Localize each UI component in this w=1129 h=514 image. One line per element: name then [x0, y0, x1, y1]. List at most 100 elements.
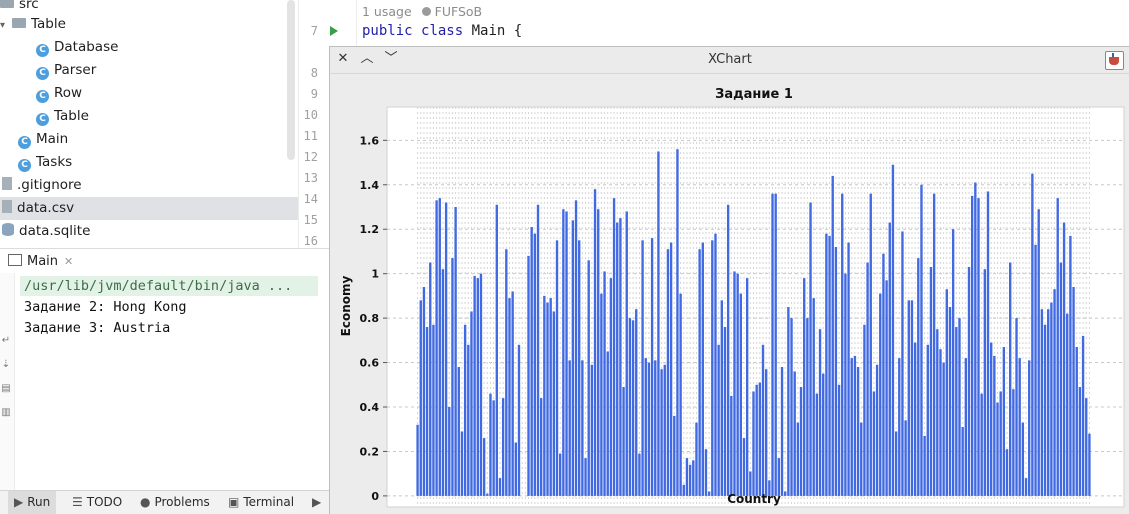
minimize-icon[interactable]: ﹀ [384, 51, 398, 66]
bar [989, 342, 993, 496]
bar [901, 231, 904, 496]
bar [644, 358, 647, 496]
bar [514, 442, 518, 496]
tree-item-gitignore[interactable]: .gitignore [2, 174, 82, 197]
window-titlebar[interactable]: ✕ ︿ ﹀ XChart [330, 47, 1129, 74]
tree-item-data-sqlite[interactable]: data.sqlite [2, 220, 90, 243]
wrap-icon[interactable]: ↵ [1, 335, 11, 346]
tree-item-src[interactable]: src [0, 0, 39, 16]
bar [657, 151, 660, 496]
tree-item-parser[interactable]: C Parser [36, 59, 96, 82]
bar [761, 344, 765, 496]
bar [505, 249, 508, 496]
bar [1059, 262, 1063, 496]
bar [841, 193, 844, 496]
bar [739, 293, 743, 496]
bar [574, 200, 578, 496]
bar [913, 342, 917, 496]
run-tab-main[interactable]: Main ✕ [4, 252, 77, 272]
bar [482, 438, 486, 496]
bar [612, 198, 616, 496]
bar [882, 253, 885, 496]
bar [473, 275, 476, 496]
run-toolwindow-button[interactable]: ▶ Run [8, 491, 57, 514]
line-number: 12 [303, 150, 318, 164]
close-icon[interactable]: ✕ [64, 255, 74, 268]
bar [695, 422, 698, 496]
maximize-icon[interactable]: ︿ [360, 51, 374, 66]
bar [1031, 173, 1034, 496]
bar [692, 460, 695, 496]
bar [917, 258, 920, 496]
y-tick-label: 1.2 [360, 223, 380, 236]
line-number: 15 [303, 213, 318, 227]
bar [777, 458, 781, 496]
bar [986, 191, 990, 496]
close-icon[interactable]: ✕ [337, 51, 349, 66]
terminal-toolwindow-button[interactable]: ▣ Terminal [228, 495, 295, 509]
run-tabbar: Main ✕ [0, 249, 330, 273]
bar [444, 202, 448, 496]
bar [822, 373, 825, 496]
tree-item-table-package[interactable]: ▾ Table [0, 13, 66, 36]
bar [460, 431, 464, 496]
console-output[interactable]: /usr/lib/jvm/default/bin/java ... Задани… [14, 273, 330, 491]
print-icon[interactable]: ▤ [1, 383, 11, 394]
bar [758, 382, 762, 496]
code-line[interactable]: public class Main { [362, 23, 523, 39]
bar [755, 384, 758, 496]
tree-item-table-class[interactable]: C Table [36, 105, 89, 128]
bar [581, 360, 584, 496]
chevron-down-icon[interactable]: ▾ [0, 20, 6, 31]
bar [416, 424, 419, 496]
bar [850, 358, 853, 496]
bar [663, 364, 666, 496]
tree-item-main[interactable]: C Main [18, 128, 68, 151]
bar [955, 327, 958, 496]
play-icon: ▶ [14, 495, 24, 509]
bar [647, 362, 651, 496]
bar [1012, 389, 1015, 496]
bar [501, 398, 505, 496]
database-icon [2, 223, 14, 236]
tree-item-row[interactable]: C Row [36, 82, 82, 105]
bar [1040, 309, 1044, 496]
bar [1075, 347, 1078, 496]
bar [847, 242, 850, 496]
y-tick-label: 0.4 [360, 401, 380, 414]
delete-icon[interactable]: ▥ [1, 407, 11, 418]
bar [441, 269, 445, 496]
run-gutter-icon[interactable] [330, 26, 338, 36]
scroll-end-icon[interactable]: ⇣ [1, 359, 11, 370]
bar [1018, 358, 1021, 496]
class-icon: C [36, 90, 49, 103]
bar [999, 391, 1002, 496]
console-line: Задание 3: Austria [24, 320, 171, 336]
bar [641, 240, 644, 496]
y-tick-label: 1 [371, 268, 379, 281]
services-icon: ▶ [312, 495, 322, 509]
bar-chart: Задание 1 0 0.2 0.4 0.6 0.8 1 1.2 1.4 1.6 Countr… [330, 74, 1129, 514]
bar [714, 233, 717, 496]
line-number: 13 [303, 171, 318, 185]
bar [1021, 422, 1025, 496]
services-toolwindow-button[interactable]: ▶ [312, 491, 325, 514]
bar [673, 415, 676, 496]
bar [565, 211, 568, 496]
tree-item-data-csv[interactable]: data.csv [0, 197, 298, 220]
y-tick-label: 1.6 [360, 134, 380, 147]
bar [1043, 324, 1047, 496]
bar [1047, 309, 1050, 496]
bar [720, 300, 723, 496]
tree-item-database[interactable]: C Database [36, 36, 118, 59]
bar [993, 355, 996, 496]
bar [616, 222, 619, 496]
bar [907, 300, 910, 496]
tree-scrollbar[interactable] [287, 0, 295, 160]
todo-toolwindow-button[interactable]: ☰ TODO [72, 495, 123, 509]
bar [536, 204, 540, 496]
bar [486, 493, 489, 496]
tree-item-tasks[interactable]: C Tasks [18, 151, 72, 174]
problems-toolwindow-button[interactable]: ● Problems [140, 495, 210, 509]
usage-hint[interactable]: 1 usage FUFSoB [362, 4, 483, 19]
